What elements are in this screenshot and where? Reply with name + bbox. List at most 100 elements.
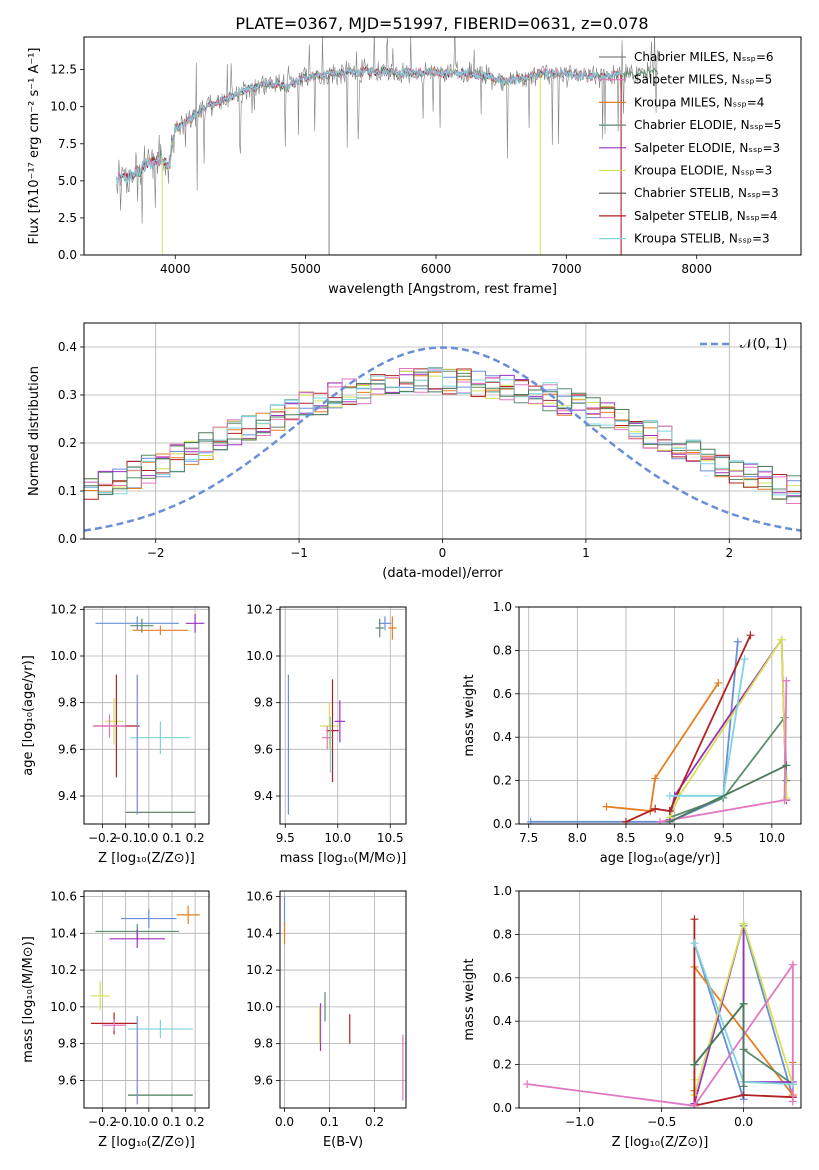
y-tick-label: 0.1 xyxy=(58,484,77,498)
y-tick-label: 0.8 xyxy=(493,927,512,941)
y-tick-label: 9.6 xyxy=(254,1073,273,1087)
legend-entry: Salpeter ELODIE, Nₛₛₚ=3 xyxy=(634,141,780,155)
errorbar-point xyxy=(185,614,205,633)
plot-area xyxy=(90,905,200,1105)
plot-frame xyxy=(83,36,802,256)
spectrum-series-line xyxy=(116,66,622,184)
weight-point-marker xyxy=(651,774,660,783)
plot-area xyxy=(116,37,658,255)
x-tick-label: 9.0 xyxy=(665,831,684,845)
x-tick-label: 10.5 xyxy=(377,831,404,845)
weight-point-marker xyxy=(739,1082,748,1091)
y-tick-label: 10.6 xyxy=(50,890,77,904)
x-tick-label: 0.0 xyxy=(139,831,158,845)
weight-series-line xyxy=(668,636,788,818)
weight-series-line xyxy=(527,961,794,1107)
y-tick-label: 0.0 xyxy=(58,532,77,546)
y-axis-label: Normed distribution xyxy=(27,366,42,496)
x-tick-label: −0.2 xyxy=(88,831,117,845)
errorbar-point xyxy=(132,625,189,635)
spectrum-series-line xyxy=(116,66,622,183)
y-tick-label: 9.8 xyxy=(254,696,273,710)
weight-point-marker xyxy=(733,637,742,646)
errorbar-point xyxy=(93,714,126,738)
y-tick-label: 0.0 xyxy=(58,248,77,262)
errorbar-point xyxy=(130,721,191,754)
x-tick-label: −0.1 xyxy=(111,1115,140,1129)
spectrum-series-line xyxy=(116,67,622,185)
errorbar-point xyxy=(176,905,200,925)
x-tick-label: 9.5 xyxy=(714,831,733,845)
y-tick-label: 1.0 xyxy=(493,884,512,898)
weight-point-marker xyxy=(621,817,630,824)
histogram-series xyxy=(84,371,801,539)
y-tick-label: 0.8 xyxy=(493,643,512,657)
errorbar-point xyxy=(326,679,339,782)
x-axis-label: wavelength [Angstrom, rest frame] xyxy=(328,282,557,297)
weight-series-line xyxy=(625,634,752,823)
chart-massweight-vs-Z: −1.0 −0.5 0.0 0.0 0.2 0.4 0.6 0.8 1.0 Z [log₁₀(Z/… xyxy=(462,884,802,1150)
y-tick-label: 1.0 xyxy=(493,600,512,614)
x-axis-label: Z [log₁₀(Z/Z⊙)] xyxy=(98,851,195,866)
legend-entry: Kroupa MILES, Nₛₛₚ=4 xyxy=(634,95,764,109)
weight-point-marker xyxy=(656,817,664,824)
x-tick-label: 0.2 xyxy=(186,1115,205,1129)
chart-spectrum: 4000 5000 6000 7000 8000 0.0 2.5 5.0 7.5 10.0 12.5… xyxy=(27,36,802,297)
errorbar-point xyxy=(375,618,384,638)
weight-point-marker xyxy=(788,1097,797,1106)
x-tick-label: 1 xyxy=(582,546,590,560)
y-tick-label: 9.4 xyxy=(58,789,77,803)
plot-frame xyxy=(279,606,407,825)
y-tick-label: 10.2 xyxy=(246,602,273,616)
chart-age-vs-mass: 9.5 10.0 10.5 9.4 9.6 9.8 10.0 10.2 mass [log₁₀(… xyxy=(246,602,407,866)
spectrum-series-line xyxy=(116,67,622,185)
errorbar-point xyxy=(334,700,346,743)
x-tick-label: 8.0 xyxy=(568,831,587,845)
y-tick-label: 10.0 xyxy=(246,649,273,663)
plot-frame xyxy=(279,890,407,1109)
errorbar-point xyxy=(90,981,110,1011)
weight-point-marker xyxy=(714,678,723,687)
x-tick-label: 0.0 xyxy=(275,1115,294,1129)
plot-area xyxy=(283,896,404,1101)
chart-residuals: −2 −1 0 1 2 0.0 0.1 0.2 0.3 0.4 (data-model)/error… xyxy=(27,322,802,581)
spectrum-series-line xyxy=(116,37,658,224)
weight-point-marker xyxy=(780,796,789,805)
errorbar-point xyxy=(95,616,179,631)
y-tick-label: 0.2 xyxy=(493,1058,512,1072)
y-tick-label: 9.6 xyxy=(58,742,77,756)
y-axis-label: age [log₁₀(age/yr)] xyxy=(21,655,36,776)
y-tick-label: 9.4 xyxy=(254,789,273,803)
plot-area xyxy=(523,915,797,1108)
x-tick-label: −1 xyxy=(290,546,308,560)
y-tick-label: 10.2 xyxy=(50,602,77,616)
spectrum-series-line xyxy=(116,66,622,186)
y-axis-label: Flux [fλ10⁻¹⁷ erg cm⁻² s⁻¹ A⁻¹] xyxy=(27,48,42,245)
plot-frame xyxy=(518,890,802,1109)
weight-point-marker xyxy=(523,1080,532,1089)
figure-title: PLATE=0367, MJD=51997, FIBERID=0631, z=0… xyxy=(235,14,648,33)
weight-series-line xyxy=(693,919,793,1107)
x-tick-label: 0.1 xyxy=(320,1115,339,1129)
y-tick-label: 0.2 xyxy=(493,774,512,788)
weight-point-marker xyxy=(739,919,748,928)
y-axis-label: mass weight xyxy=(462,674,477,756)
x-tick-label: 10.0 xyxy=(324,831,351,845)
x-tick-label: −0.5 xyxy=(647,1115,676,1129)
y-tick-label: 9.8 xyxy=(254,1037,273,1051)
weight-point-marker xyxy=(665,806,674,815)
weight-point-marker xyxy=(665,817,674,824)
weight-series-line xyxy=(530,641,739,823)
legend-entry: Chabrier STELIB, Nₛₛₚ=3 xyxy=(634,186,779,200)
x-tick-label: 7.5 xyxy=(519,831,538,845)
errorbar-point xyxy=(319,702,339,750)
y-tick-label: 0.0 xyxy=(493,1101,512,1115)
weight-series-line xyxy=(669,764,787,823)
y-tick-label: 10.6 xyxy=(246,890,273,904)
weight-point-marker xyxy=(739,1090,748,1099)
x-tick-label: 0.1 xyxy=(162,831,181,845)
chart-mass-vs-EBV: 0.0 0.1 0.2 9.6 9.8 10.0 10.2 10.4 10.6 E(B-V) xyxy=(246,890,407,1150)
plot-frame xyxy=(518,606,802,825)
y-tick-label: 5.0 xyxy=(58,174,77,188)
